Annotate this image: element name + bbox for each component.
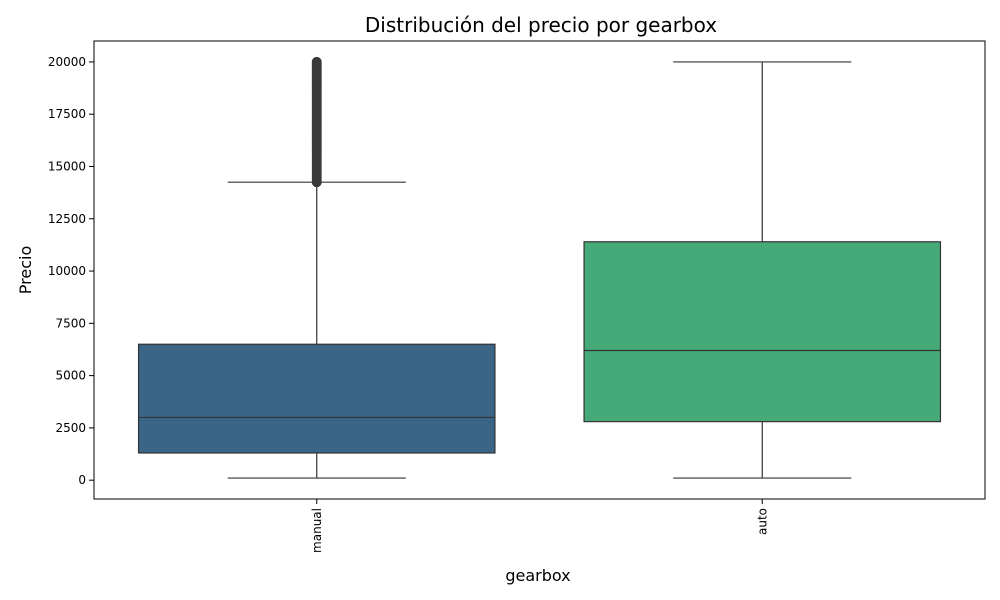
y-tick-label: 17500	[48, 107, 86, 121]
y-tick-label: 0	[78, 473, 86, 487]
chart-title: Distribución del precio por gearbox	[365, 13, 717, 37]
y-tick-label: 20000	[48, 55, 86, 69]
y-tick-label: 5000	[55, 369, 86, 383]
y-tick-label: 7500	[55, 316, 86, 330]
box-auto	[583, 61, 942, 479]
y-tick-label: 15000	[48, 159, 86, 173]
iqr-box	[583, 241, 942, 423]
box-manual	[137, 56, 496, 479]
x-tick-label: auto	[755, 508, 769, 535]
iqr-box	[137, 343, 496, 454]
y-tick-label: 2500	[55, 421, 86, 435]
y-axis-ticks: 0 2500 5000 7500 10000 12500 15000 17500 20000	[48, 55, 94, 487]
x-axis-ticks: manual auto	[310, 499, 769, 553]
y-axis-label: Precio	[16, 246, 35, 294]
y-tick-label: 12500	[48, 212, 86, 226]
x-tick-label: manual	[310, 508, 324, 553]
plot-frame	[93, 40, 986, 500]
y-tick-label: 10000	[48, 264, 86, 278]
plot-area	[137, 56, 942, 479]
outlier-point	[311, 56, 322, 67]
x-axis-label: gearbox	[505, 566, 570, 585]
